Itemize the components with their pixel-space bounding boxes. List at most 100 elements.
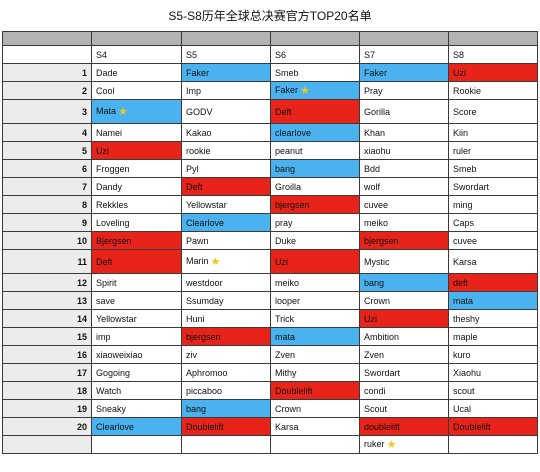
player-cell[interactable]: condi [359, 381, 449, 400]
player-cell[interactable]: Karsa [448, 249, 538, 274]
player-cell[interactable]: Faker [181, 63, 271, 82]
player-cell[interactable]: Froggen [91, 159, 182, 178]
player-cell[interactable]: bang [359, 273, 449, 292]
player-cell[interactable]: Deft [270, 99, 360, 124]
player-cell[interactable]: Deft [181, 177, 271, 196]
player-cell[interactable]: Loveling [91, 213, 182, 232]
player-cell[interactable]: Mithy [270, 363, 360, 382]
player-cell[interactable]: deft [448, 273, 538, 292]
player-cell[interactable] [181, 435, 271, 454]
player-cell[interactable]: Namei [91, 123, 182, 142]
player-cell[interactable]: Ssumday [181, 291, 271, 310]
player-cell[interactable]: Zven [359, 345, 449, 364]
player-cell[interactable]: Karsa [270, 417, 360, 436]
player-cell[interactable]: Doublelift [270, 381, 360, 400]
player-cell[interactable]: bjergsen [181, 327, 271, 346]
player-cell[interactable]: cuvee [448, 231, 538, 250]
player-cell[interactable]: Pawn [181, 231, 271, 250]
player-cell[interactable]: Swordart [359, 363, 449, 382]
player-cell[interactable]: Scout [359, 399, 449, 418]
player-cell[interactable]: Pyl [181, 159, 271, 178]
player-cell[interactable]: Gogoing [91, 363, 182, 382]
player-cell[interactable]: Uzi [91, 141, 182, 160]
player-cell[interactable]: bjergsen [270, 195, 360, 214]
player-cell[interactable]: cuvee [359, 195, 449, 214]
player-cell[interactable]: looper [270, 291, 360, 310]
player-cell[interactable]: Smeb [270, 63, 360, 82]
player-cell[interactable]: Swordart [448, 177, 538, 196]
player-cell[interactable]: ziv [181, 345, 271, 364]
player-cell[interactable]: Kakao [181, 123, 271, 142]
player-cell[interactable]: Smeb [448, 159, 538, 178]
player-cell[interactable]: doublelift [359, 417, 449, 436]
player-cell[interactable]: kuro [448, 345, 538, 364]
player-cell[interactable]: meiko [270, 273, 360, 292]
player-cell[interactable]: Crown [270, 399, 360, 418]
player-cell[interactable]: rookie [181, 141, 271, 160]
player-cell[interactable]: Clearlove [181, 213, 271, 232]
player-cell[interactable]: ming [448, 195, 538, 214]
player-cell[interactable]: ruker ★ [359, 435, 449, 454]
player-cell[interactable]: bjergsen [359, 231, 449, 250]
player-cell[interactable] [270, 435, 360, 454]
player-cell[interactable]: Crown [359, 291, 449, 310]
player-cell[interactable]: Bjergsen [91, 231, 182, 250]
player-cell[interactable]: Yellowstar [91, 309, 182, 328]
player-cell[interactable]: bang [181, 399, 271, 418]
player-cell[interactable]: Mystic [359, 249, 449, 274]
player-cell[interactable] [448, 435, 538, 454]
column-header-s7[interactable]: S7 [359, 45, 449, 64]
player-cell[interactable]: Rookie [448, 81, 538, 100]
player-cell[interactable]: wolf [359, 177, 449, 196]
player-cell[interactable]: bang [270, 159, 360, 178]
player-cell[interactable]: xiaoweixiao [91, 345, 182, 364]
player-cell[interactable]: Faker [359, 63, 449, 82]
player-cell[interactable]: pray [270, 213, 360, 232]
player-cell[interactable]: Deft [91, 249, 182, 274]
player-cell[interactable]: Dandy [91, 177, 182, 196]
player-cell[interactable]: Watch [91, 381, 182, 400]
player-cell[interactable]: Rekkles [91, 195, 182, 214]
player-cell[interactable]: xiaohu [359, 141, 449, 160]
player-cell[interactable]: Uzi [448, 63, 538, 82]
player-cell[interactable]: Zven [270, 345, 360, 364]
player-cell[interactable]: mata [270, 327, 360, 346]
player-cell[interactable]: maple [448, 327, 538, 346]
player-cell[interactable]: Marin ★ [181, 249, 271, 274]
player-cell[interactable]: Faker ★ [270, 81, 360, 100]
player-cell[interactable]: piccaboo [181, 381, 271, 400]
player-cell[interactable]: Aphromoo [181, 363, 271, 382]
player-cell[interactable]: Uzi [359, 309, 449, 328]
player-cell[interactable]: westdoor [181, 273, 271, 292]
player-cell[interactable]: peanut [270, 141, 360, 160]
column-header-s6[interactable]: S6 [270, 45, 360, 64]
player-cell[interactable]: Yellowstar [181, 195, 271, 214]
player-cell[interactable]: Spirit [91, 273, 182, 292]
player-cell[interactable]: Kiin [448, 123, 538, 142]
player-cell[interactable]: Pray [359, 81, 449, 100]
player-cell[interactable]: Ambition [359, 327, 449, 346]
player-cell[interactable]: Uzi [270, 249, 360, 274]
player-cell[interactable]: imp [91, 327, 182, 346]
column-header-s5[interactable]: S5 [181, 45, 271, 64]
player-cell[interactable]: Score [448, 99, 538, 124]
player-cell[interactable]: clearlove [270, 123, 360, 142]
player-cell[interactable]: Caps [448, 213, 538, 232]
player-cell[interactable]: Duke [270, 231, 360, 250]
player-cell[interactable]: Doublelift [448, 417, 538, 436]
player-cell[interactable]: Trick [270, 309, 360, 328]
player-cell[interactable]: scout [448, 381, 538, 400]
player-cell[interactable]: Cool [91, 81, 182, 100]
player-cell[interactable]: Ucal [448, 399, 538, 418]
player-cell[interactable]: ruler [448, 141, 538, 160]
player-cell[interactable]: save [91, 291, 182, 310]
column-header-s8[interactable]: S8 [448, 45, 538, 64]
player-cell[interactable]: Doublelift [181, 417, 271, 436]
player-cell[interactable]: Khan [359, 123, 449, 142]
player-cell[interactable]: Xiaohu [448, 363, 538, 382]
player-cell[interactable]: GODV [181, 99, 271, 124]
player-cell[interactable]: Dade [91, 63, 182, 82]
player-cell[interactable]: Gorilla [359, 99, 449, 124]
player-cell[interactable]: mata [448, 291, 538, 310]
player-cell[interactable]: Sneaky [91, 399, 182, 418]
